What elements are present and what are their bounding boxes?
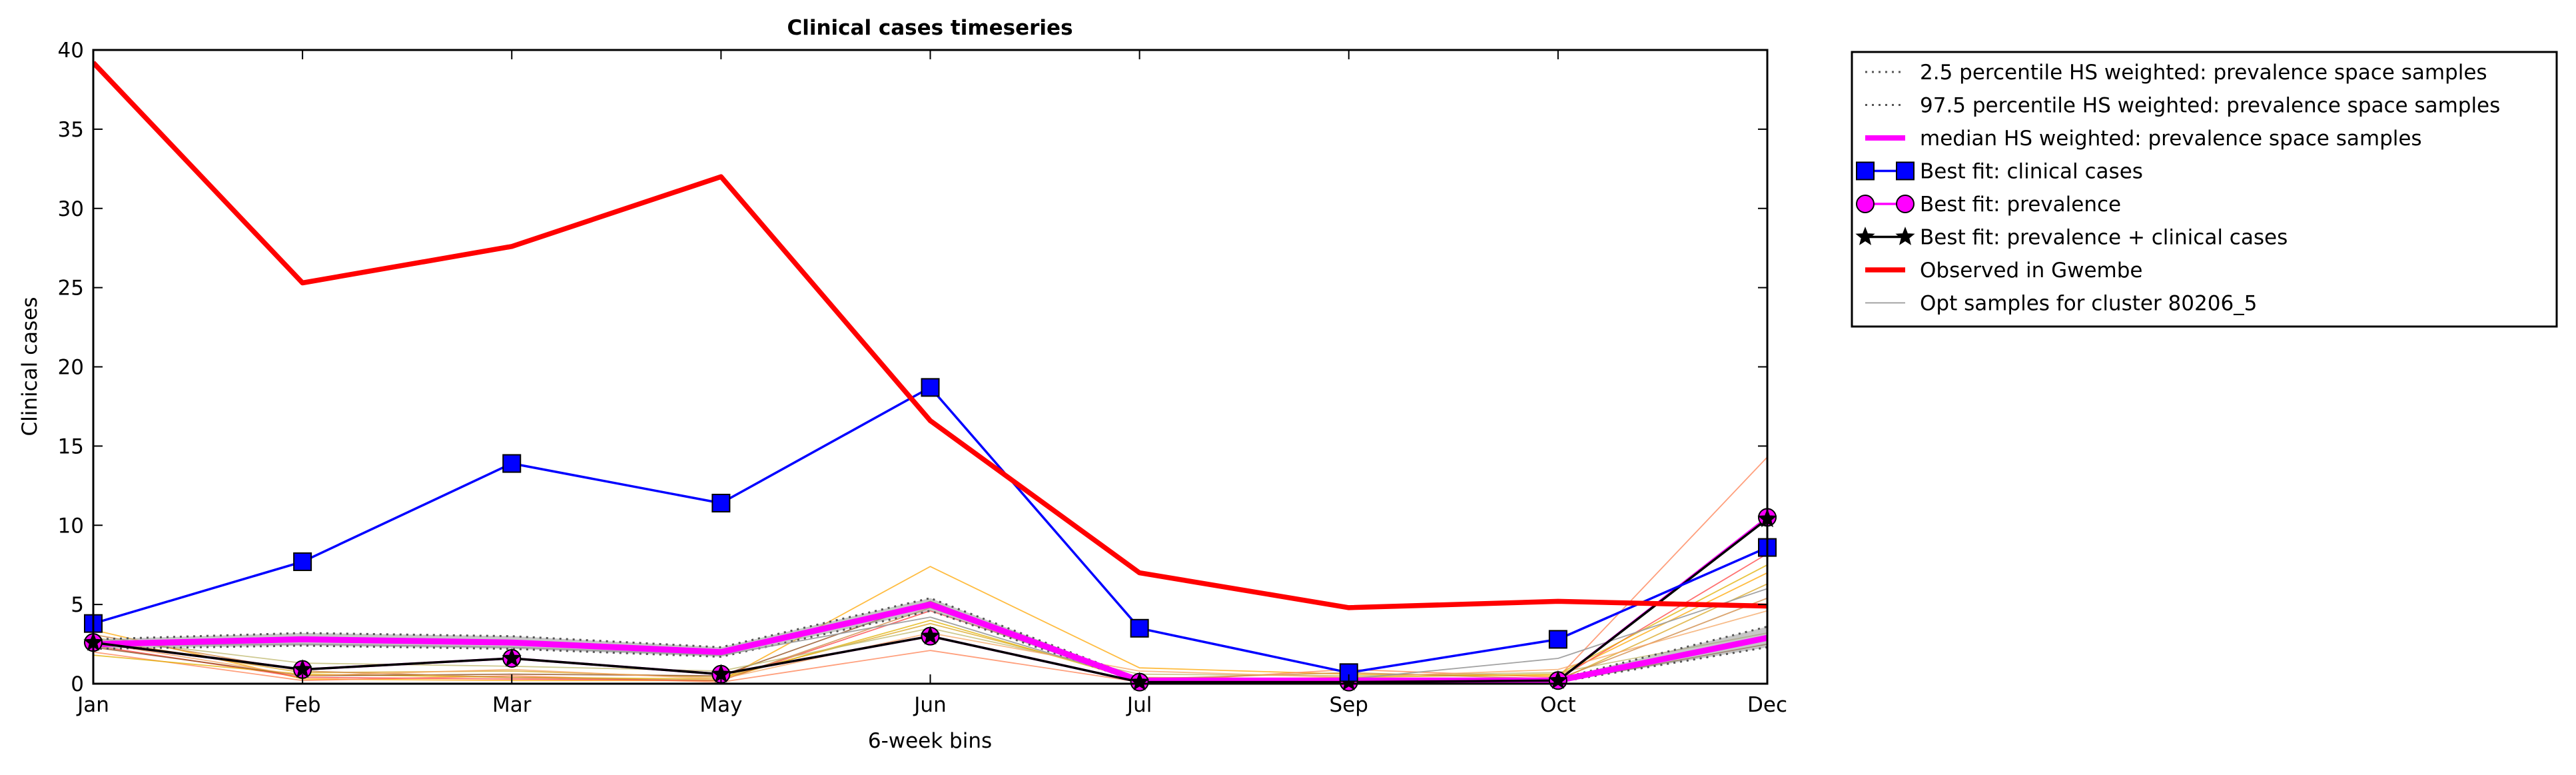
legend-marker xyxy=(1856,161,1875,181)
data-point-star xyxy=(502,648,522,667)
data-point-square xyxy=(293,552,312,571)
legend-label: median HS weighted: prevalence space sam… xyxy=(1920,127,2422,151)
legend-marker xyxy=(1856,195,1875,213)
data-point-star xyxy=(920,626,941,645)
data-point-square xyxy=(711,493,731,512)
x-tick-label: Jan xyxy=(76,693,109,717)
x-tick-label: Mar xyxy=(492,693,532,717)
y-tick-label: 30 xyxy=(58,197,84,221)
opt-sample-lines xyxy=(93,456,1767,683)
x-tick-label: May xyxy=(699,693,742,717)
x-tick-label: Jun xyxy=(913,693,946,717)
legend-label: 97.5 percentile HS weighted: prevalence … xyxy=(1920,94,2500,118)
x-tick-label: Oct xyxy=(1540,693,1576,717)
y-tick-label: 35 xyxy=(58,118,84,142)
plot-frame xyxy=(92,49,1769,685)
legend-label: Best fit: prevalence xyxy=(1920,193,2121,217)
data-point-star xyxy=(292,659,312,678)
x-tick-label: Jul xyxy=(1126,693,1152,717)
y-tick-label: 20 xyxy=(58,356,84,380)
x-tick-label: Feb xyxy=(284,693,321,717)
axis-ticks: Jan Feb Mar May Jun Jul Sep Oct Dec 0 5 10 15 20 25 30 3… xyxy=(58,39,1787,717)
series-line-6 xyxy=(93,61,1767,610)
data-point-square xyxy=(921,378,940,397)
legend-marker xyxy=(1896,161,1915,181)
y-tick-label: 40 xyxy=(58,39,84,63)
legend-box xyxy=(1851,51,2558,328)
y-tick-label: 10 xyxy=(58,514,84,538)
legend-marker xyxy=(1896,195,1915,213)
legend-marker xyxy=(1855,227,1875,245)
series-line-7 xyxy=(93,588,1767,682)
y-tick-label: 0 xyxy=(71,672,84,696)
legend: 2.5 percentile HS weighted: prevalence s… xyxy=(1851,51,2558,328)
data-point-square xyxy=(1130,618,1149,638)
chart-title: Clinical cases timeseries xyxy=(787,16,1073,40)
legend-label: Best fit: clinical cases xyxy=(1920,160,2143,184)
x-tick-label: Sep xyxy=(1330,693,1368,717)
x-axis-label: 6-week bins xyxy=(868,729,992,753)
data-point-square xyxy=(1548,630,1567,649)
y-tick-label: 5 xyxy=(71,593,84,617)
y-axis-label: Clinical cases xyxy=(18,297,42,436)
data-point-square xyxy=(502,454,522,473)
y-tick-label: 15 xyxy=(58,434,84,458)
legend-label: Best fit: prevalence + clinical cases xyxy=(1920,226,2288,250)
x-tick-label: Dec xyxy=(1747,693,1787,717)
legend-marker xyxy=(1895,227,1915,245)
y-tick-label: 25 xyxy=(58,277,84,301)
legend-label: Opt samples for cluster 80206_5 xyxy=(1920,292,2257,316)
opt-sample-line xyxy=(93,456,1767,683)
series-lines xyxy=(93,61,1767,684)
legend-label: Observed in Gwembe xyxy=(1920,259,2143,283)
legend-label: 2.5 percentile HS weighted: prevalence s… xyxy=(1920,61,2487,85)
